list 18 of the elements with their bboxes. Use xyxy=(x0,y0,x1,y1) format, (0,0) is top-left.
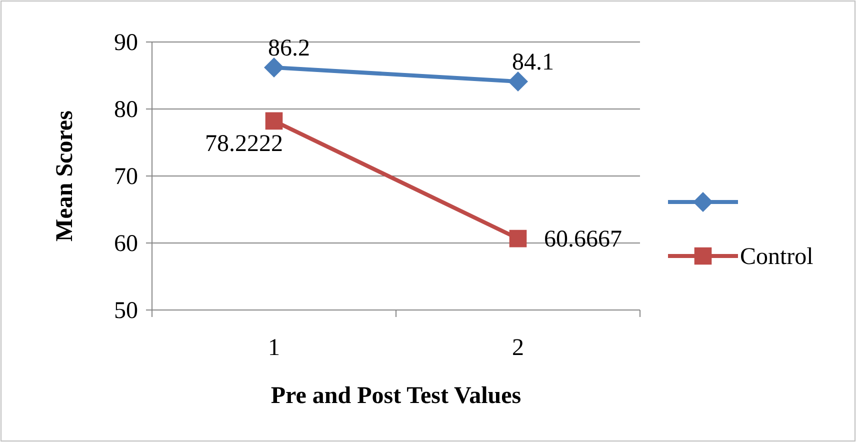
y-tick-label: 70 xyxy=(114,164,138,190)
x-tick-label: 2 xyxy=(512,335,524,361)
y-axis-title: Mean Scores xyxy=(52,110,78,242)
point xyxy=(265,112,283,130)
point xyxy=(509,230,527,248)
legend-label: Control xyxy=(740,244,814,270)
data-label: 78.2222 xyxy=(205,130,283,157)
data-label: 60.6667 xyxy=(544,226,622,253)
y-tick-label: 60 xyxy=(114,231,138,257)
x-axis-title: Pre and Post Test Values xyxy=(270,383,522,409)
y-tick-label: 50 xyxy=(114,298,138,324)
x-tick-label: 1 xyxy=(268,335,280,361)
data-label: 84.1 xyxy=(512,50,554,76)
point xyxy=(264,57,284,78)
y-tick-label: 90 xyxy=(114,30,138,56)
point xyxy=(508,72,528,92)
y-tick-label: 80 xyxy=(114,97,138,123)
data-label: 86.2 xyxy=(268,35,310,62)
